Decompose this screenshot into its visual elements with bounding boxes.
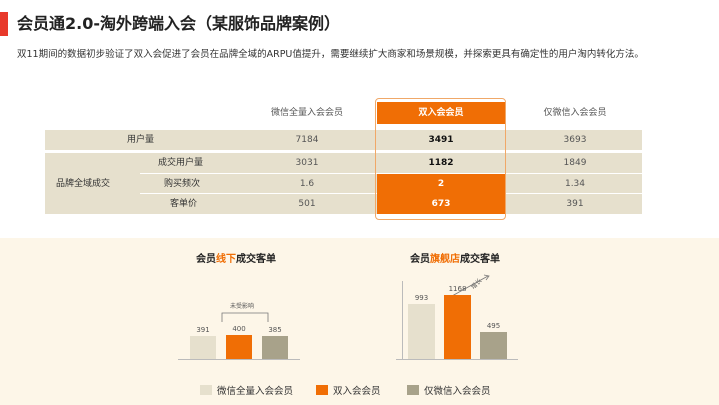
- charts-panel: [0, 238, 719, 405]
- note-offline: 未受影响: [230, 303, 255, 310]
- bar-wechat-only: [480, 331, 507, 359]
- chart-title-offline: 会员线下成交客单: [196, 254, 276, 265]
- cell-aov-wechat-only: 391: [566, 199, 584, 209]
- value-label-dual: 400: [232, 325, 246, 333]
- cell-buyers-wechat-only: 1849: [563, 158, 587, 168]
- title-accent-bar: [0, 12, 8, 36]
- col-header-wechat-only: 仅微信入会会员: [543, 108, 607, 118]
- legend-swatch-wechat-only: [407, 385, 419, 395]
- cell-frequency-dual: 2: [377, 174, 505, 194]
- legend-label-wechat-only: 仅微信入会会员: [424, 386, 491, 397]
- cell-buyers-dual: 1182: [428, 158, 454, 168]
- value-label-wechat-only: 385: [268, 325, 282, 334]
- row-band-group: [45, 153, 642, 214]
- cell-users-dual: 3491: [428, 135, 454, 145]
- row-group-label: 品牌全域成交: [56, 179, 111, 189]
- row-divider: [140, 173, 642, 174]
- row-label-users: 用户量: [127, 135, 155, 145]
- bar-dual: [444, 294, 471, 359]
- y-axis: [402, 281, 403, 359]
- row-label-buyers: 成交用户量: [158, 158, 204, 168]
- legend-label-dual: 双入会会员: [333, 386, 381, 397]
- bracket-offline: [221, 312, 269, 322]
- value-label-wechat-all: 993: [414, 294, 429, 303]
- growth-arrow: [451, 274, 490, 297]
- page-subtitle: 双11期间的数据初步验证了双入会促进了会员在品牌全域的ARPU值提升，需要继续扩…: [17, 49, 644, 60]
- legend-swatch-wechat-all: [200, 385, 212, 395]
- bar-wechat-only: [262, 335, 288, 359]
- cell-frequency-wechat-all: 1.6: [299, 179, 315, 189]
- cell-users-wechat-only: 3693: [563, 135, 587, 145]
- row-label-frequency: 购买频次: [164, 179, 201, 189]
- cell-aov-dual: 673: [377, 194, 505, 214]
- col-header-wechat-all: 微信全量入会会员: [270, 108, 343, 118]
- bar-wechat-all: [190, 335, 216, 359]
- cell-aov-wechat-all: 501: [298, 199, 316, 209]
- page-title: 会员通2.0-淘外跨端入会（某服饰品牌案例）: [17, 14, 340, 33]
- highlight-frame-dual: [375, 98, 506, 220]
- cell-frequency-wechat-only: 1.34: [564, 179, 586, 189]
- value-label-wechat-all: 391: [196, 325, 210, 334]
- value-label-dual: 1168: [448, 284, 467, 293]
- cell-buyers-wechat-all: 3031: [295, 158, 319, 168]
- row-band-users: [45, 130, 642, 150]
- row-label-aov: 客单价: [170, 199, 198, 209]
- chart-title-flagship: 会员旗舰店成交客单: [410, 254, 500, 265]
- legend-swatch-dual: [316, 385, 328, 395]
- legend-label-wechat-all: 微信全量入会会员: [217, 386, 294, 397]
- bar-wechat-all: [408, 304, 435, 359]
- bar-dual: [226, 335, 252, 359]
- x-axis: [396, 359, 518, 360]
- cell-users-wechat-all: 7184: [295, 135, 319, 145]
- value-label-wechat-only: 495: [486, 321, 501, 330]
- col-header-dual: 双入会会员: [377, 102, 505, 124]
- x-axis: [178, 359, 300, 360]
